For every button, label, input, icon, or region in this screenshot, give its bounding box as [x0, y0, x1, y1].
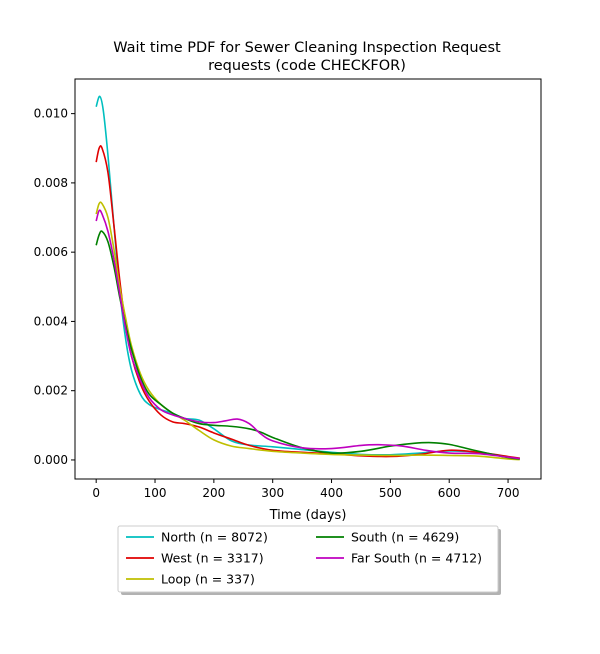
legend-label-4: Far South (n = 4712)	[351, 551, 482, 566]
axes: 0 100 200 300 400 500 600 700 0.000 0.002 0.004 0.0…	[34, 107, 520, 500]
series-lines	[95, 95, 520, 461]
y-tick-label: 0.006	[34, 245, 68, 259]
legend: North (n = 8072) West (n = 3317) Loop (n =…	[117, 525, 501, 595]
x-tick-label: 0	[92, 486, 100, 500]
y-tick-label: 0.004	[34, 314, 68, 328]
x-tick-label: 200	[202, 486, 225, 500]
x-tick-label: 100	[144, 486, 167, 500]
x-tick-label: 300	[261, 486, 284, 500]
x-tick-label: 700	[497, 486, 520, 500]
x-axis-label: Time (days)	[269, 508, 347, 523]
chart-title-line-1: Wait time PDF for Sewer Cleaning Inspect…	[113, 40, 501, 56]
x-tick-label: 600	[438, 486, 461, 500]
legend-label-0: North (n = 8072)	[161, 530, 268, 545]
y-tick-label: 0.000	[34, 453, 68, 467]
series-line-4	[95, 209, 520, 460]
legend-label-3: South (n = 4629)	[351, 530, 459, 545]
plot-area	[75, 79, 541, 479]
y-tick-label: 0.010	[34, 107, 68, 121]
chart-title-line-2: requests (code CHECKFOR)	[208, 58, 406, 74]
x-tick-label: 400	[320, 486, 343, 500]
legend-box	[117, 525, 499, 593]
legend-label-1: West (n = 3317)	[161, 551, 264, 566]
series-line-2	[95, 201, 520, 461]
plot-frame	[74, 78, 542, 480]
y-tick-label: 0.008	[34, 176, 68, 190]
x-tick-label: 500	[379, 486, 402, 500]
y-tick-label: 0.002	[34, 384, 68, 398]
legend-label-2: Loop (n = 337)	[161, 572, 255, 587]
